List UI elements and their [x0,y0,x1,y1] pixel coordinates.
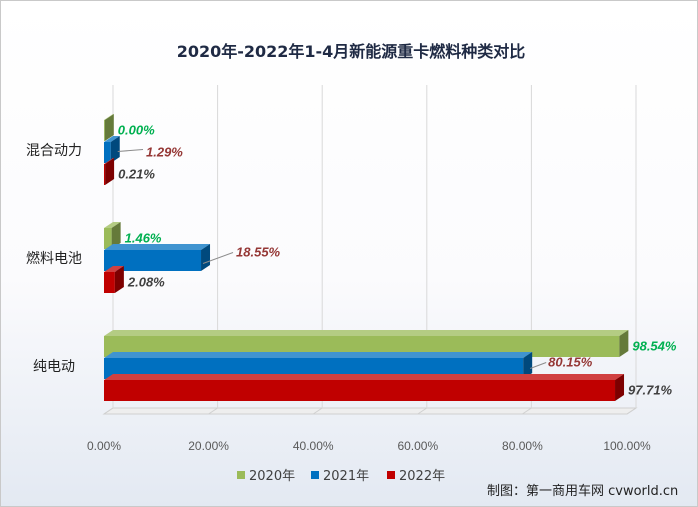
bar-side [110,136,120,163]
label-leader-line [117,149,144,152]
legend-swatch [311,471,319,479]
bar-side [615,374,625,401]
bar [104,244,211,271]
data-label: 2.08% [127,275,165,290]
bar-front [104,336,620,357]
gridline-floor [626,407,637,415]
bar [104,136,120,163]
x-tick-label: 40.00% [293,439,334,453]
x-tick-label: 0.00% [87,439,121,453]
bar [104,330,629,357]
data-label: 1.46% [125,231,162,246]
data-label: 97.71% [628,383,673,398]
bar-front [104,120,105,141]
bar [104,266,124,293]
bar-front [104,380,616,401]
legend-swatch [387,471,395,479]
data-label: 18.55% [236,245,281,260]
chart-floor [102,407,638,415]
label-leader-line [530,362,547,369]
chart-title: 2020年-2022年1-4月新能源重卡燃料种类对比 [177,42,526,61]
legend-label: 2020年 [249,469,295,484]
bar-front [104,228,112,249]
bar-top [104,222,121,228]
data-label: 1.29% [146,145,183,160]
gridline-floor [417,407,428,415]
gridline-floor [312,407,323,415]
bar-side [114,266,124,293]
category-label: 混合动力 [26,143,82,159]
x-tick-label: 60.00% [397,439,438,453]
bar-side [104,114,114,141]
bar-top [104,330,629,336]
bar-side [111,222,121,249]
legend-label: 2021年 [323,469,369,484]
x-tick-label: 80.00% [502,439,543,453]
label-leader-line [202,252,234,264]
bar-side [523,352,533,379]
bar-top [104,136,120,142]
legend-swatch [237,471,245,479]
gridline-floor [208,407,218,415]
bar-top [104,114,114,120]
bar-top [104,158,115,164]
bar-top [104,374,625,380]
bar [104,374,625,401]
bar-side [105,158,115,185]
data-label: 0.00% [118,123,155,138]
bar-top [104,352,533,358]
bar-front [104,164,106,185]
bar-front [104,250,202,271]
x-tick-label: 100.00% [603,439,651,453]
bar [104,352,533,379]
data-label: 98.54% [632,339,677,354]
bar-side [619,330,629,357]
gridline-floor [522,407,532,415]
data-label: 80.15% [548,355,593,370]
bar [104,114,114,141]
bar-front [104,272,115,293]
gridline-floor [103,407,114,415]
bar-top [104,266,124,272]
legend-label: 2022年 [399,469,445,484]
bar [104,222,121,249]
bar-side [201,244,211,271]
bar-top [104,244,211,250]
chart-credit: 制图：第一商用车网 cvworld.cn [487,483,678,499]
bar [104,158,115,185]
bar-front [104,142,111,163]
category-label: 纯电动 [33,359,75,375]
category-label: 燃料电池 [26,250,82,267]
bar-front [104,358,524,379]
data-label: 0.21% [118,167,155,182]
x-tick-label: 20.00% [188,439,229,453]
